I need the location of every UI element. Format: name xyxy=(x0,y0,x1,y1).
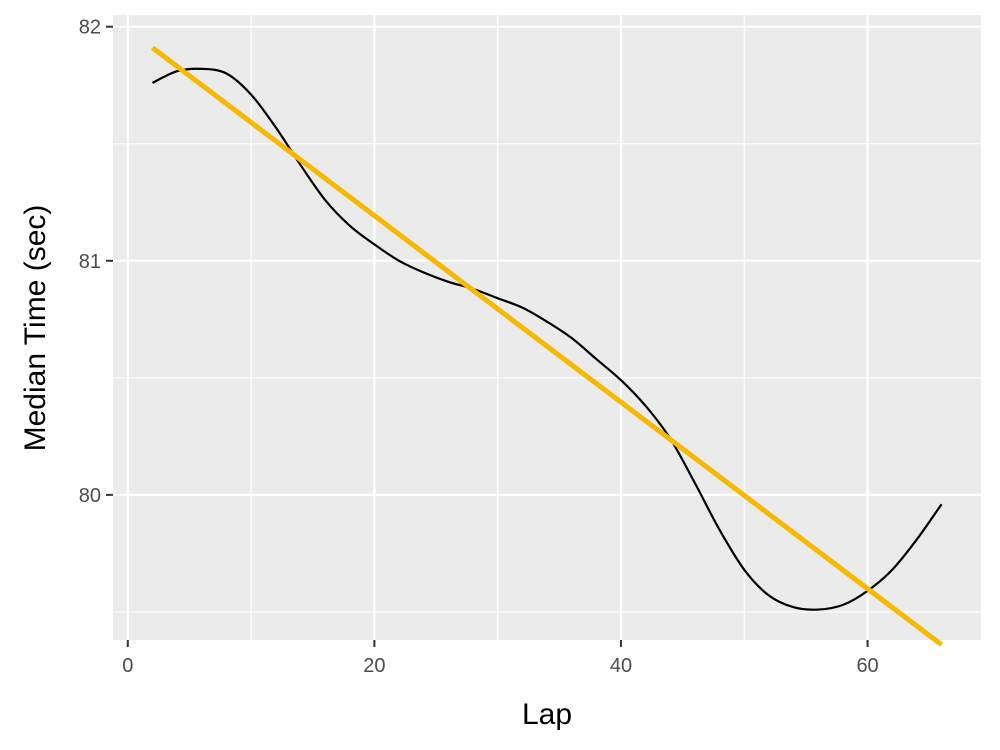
x-tick-label: 60 xyxy=(856,655,878,677)
x-tick-label: 0 xyxy=(122,655,133,677)
series-layer xyxy=(150,45,944,647)
y-tick-label: 82 xyxy=(79,17,101,39)
y-tick-label: 81 xyxy=(79,251,101,273)
x-tick-label: 40 xyxy=(610,655,632,677)
smooth-curve-line xyxy=(151,67,943,611)
x-tick-label: 20 xyxy=(363,655,385,677)
y-axis-title: Median Time (sec) xyxy=(19,205,52,452)
axes: 0 20 40 60 80 81 82 xyxy=(79,17,879,677)
grid-major xyxy=(113,15,981,640)
x-axis-title: Lap xyxy=(522,698,572,731)
y-tick-label: 80 xyxy=(79,485,101,507)
plot-background xyxy=(113,15,981,640)
grid-minor xyxy=(113,15,981,640)
linear-fit-line xyxy=(150,45,944,647)
